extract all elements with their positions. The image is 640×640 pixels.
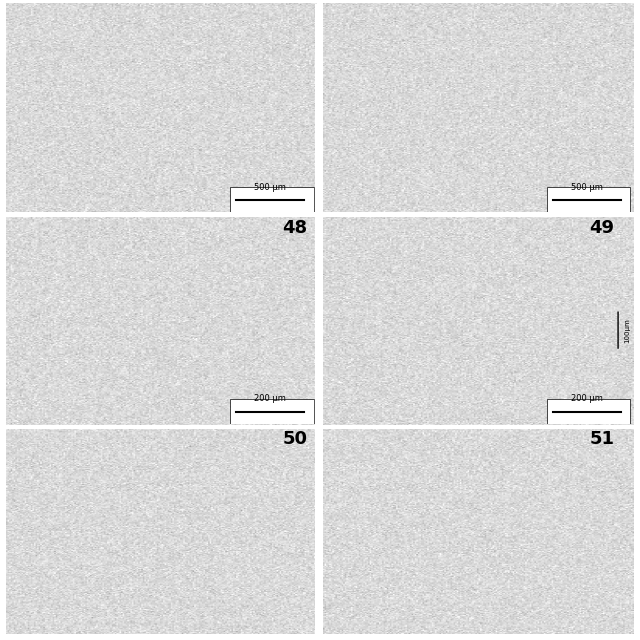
Text: 48: 48	[282, 219, 307, 237]
Text: 200 μm: 200 μm	[571, 394, 603, 403]
FancyBboxPatch shape	[230, 399, 314, 426]
FancyBboxPatch shape	[547, 399, 630, 426]
FancyBboxPatch shape	[547, 188, 630, 214]
Text: 51: 51	[589, 430, 614, 448]
Text: 500 μm: 500 μm	[571, 182, 603, 191]
Text: 100μm: 100μm	[624, 318, 630, 342]
FancyBboxPatch shape	[230, 188, 314, 214]
Text: 200 μm: 200 μm	[254, 394, 286, 403]
Text: 49: 49	[589, 219, 614, 237]
Text: 500 μm: 500 μm	[254, 182, 286, 191]
Text: 50: 50	[282, 430, 307, 448]
